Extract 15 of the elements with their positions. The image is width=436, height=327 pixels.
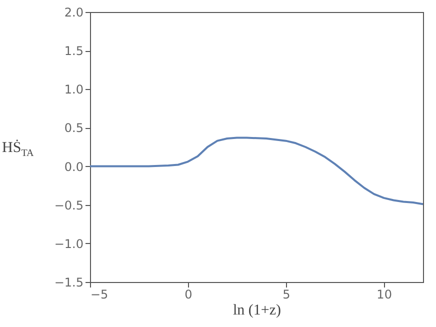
x-axis-title: ln (1+z): [232, 302, 282, 318]
y-tick-label: −1.0: [54, 236, 84, 251]
y-tick-label: −1.5: [54, 276, 84, 290]
y-tick-label: 0.0: [64, 160, 84, 174]
line-series: [90, 136, 423, 206]
x-tick-label: −5: [90, 288, 108, 302]
x-tick-label: 10: [376, 288, 392, 302]
x-tick-label: 5: [282, 288, 290, 302]
y-tick-label: 1.0: [64, 82, 84, 97]
y-tick-label: 0.5: [64, 121, 84, 136]
y-tick-label: 1.5: [64, 44, 84, 58]
y-tick-label: −0.5: [54, 198, 84, 212]
x-tick-label: 0: [184, 288, 192, 302]
y-tick-label: 2.0: [64, 6, 84, 20]
y-axis-title: HṠ$_{TA}$: [2, 140, 34, 159]
